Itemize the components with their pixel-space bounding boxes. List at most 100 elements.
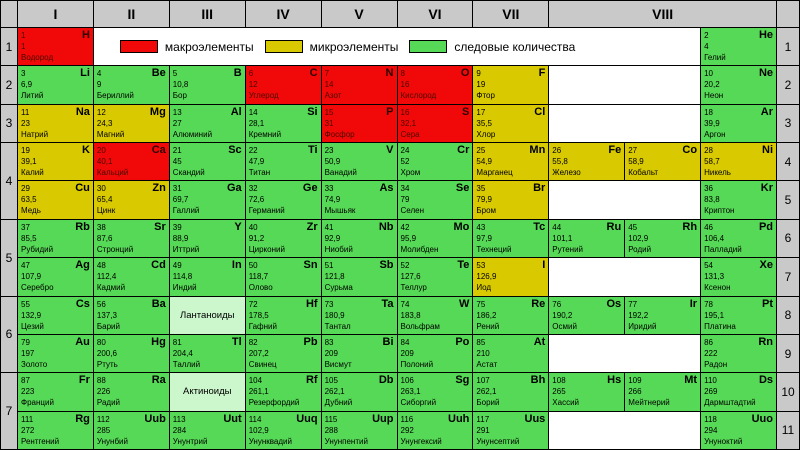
element-fr: 87 Fr 223 Франций	[18, 373, 93, 411]
corner-cell-left	[1, 1, 17, 27]
element-name: Технеций	[476, 244, 512, 254]
element-name: Франций	[21, 398, 54, 408]
element-name: Неон	[704, 91, 724, 101]
element-uub: 112 Uub 285 Унунбий	[93, 411, 169, 449]
atomic-mass: 88,9	[172, 233, 189, 243]
element-h: 1 H 1 Водород	[18, 28, 93, 66]
atomic-mass: 55,8	[552, 157, 568, 167]
element-symbol: Uuo	[751, 412, 773, 425]
element-ag: 47 Ag 107,9 Серебро	[18, 258, 93, 296]
element-topline: 76 Os	[552, 298, 621, 311]
element-f: 9 F 19 Фтор	[473, 66, 549, 104]
element-name: Барий	[96, 321, 120, 331]
element-topline: 42 Mo	[401, 221, 470, 234]
element-topline: 85 At	[476, 336, 545, 349]
element-topline: 12 Mg	[97, 106, 166, 119]
element-ti: 22 Ti 47,9 Титан	[245, 143, 321, 181]
element-topline: 22 Ti	[249, 144, 318, 157]
element-name: Радий	[96, 398, 121, 408]
atomic-number: 16	[400, 107, 410, 117]
element-name: Алюминий	[172, 129, 213, 139]
element-zn: 30 Zn 65,4 Цинк	[93, 181, 169, 219]
element-name: Иридий	[628, 321, 657, 331]
legend-item-trace: следовые количества	[409, 40, 575, 54]
element-symbol: C	[309, 67, 318, 80]
element-name: Теллур	[400, 283, 427, 293]
element-topline: 21 Sc	[173, 144, 242, 157]
element-topline: 32 Ge	[249, 182, 318, 195]
element-symbol: O	[460, 67, 470, 80]
element-symbol: Ra	[151, 374, 166, 387]
element-symbol: Pt	[762, 297, 773, 310]
element-topline: 23 V	[325, 144, 394, 157]
element-name: Ртуть	[96, 359, 118, 369]
element-symbol: Sb	[379, 259, 394, 272]
atomic-mass: 16	[400, 80, 410, 90]
element-sn: 50 Sn 118,7 Олово	[245, 258, 321, 296]
element-symbol: Rb	[75, 220, 90, 233]
atomic-number: 49	[172, 261, 182, 271]
element-symbol: Os	[606, 297, 622, 310]
atomic-mass: 127,6	[400, 272, 421, 282]
atomic-number: 20	[96, 146, 106, 156]
atomic-number: 81	[172, 337, 182, 347]
element-topline: 78 Pt	[704, 298, 773, 311]
atomic-number: 74	[400, 299, 410, 309]
element-name: Водород	[21, 53, 54, 62]
element-symbol: Sr	[154, 220, 166, 233]
element-as: 33 As 74,9 Мышьяк	[321, 181, 397, 219]
element-symbol: Uut	[223, 412, 242, 425]
column-header-V: V	[321, 1, 397, 27]
element-ir: 77 Ir 192,2 Иридий	[625, 296, 701, 334]
legend-swatch-micro	[264, 40, 303, 54]
element-br: 35 Br 79,9 Бром	[473, 181, 549, 219]
element-name: Кобальт	[628, 168, 659, 178]
atomic-mass: 137,3	[96, 310, 117, 320]
element-symbol: Zr	[306, 220, 318, 233]
atomic-number: 22	[248, 146, 258, 156]
atomic-mass: 118,7	[248, 272, 269, 282]
element-rf: 104 Rf 261,1 Резерфордий	[245, 373, 321, 411]
atomic-mass: 269	[704, 387, 718, 397]
element-topline: 47 Ag	[21, 259, 90, 272]
element-symbol: Se	[455, 182, 470, 195]
element-at: 85 At 210 Астат	[473, 334, 549, 373]
atomic-mass: 190,2	[552, 310, 573, 320]
element-topline: 84 Po	[401, 336, 470, 349]
atomic-mass: 9	[96, 80, 102, 90]
atomic-number: 24	[400, 146, 410, 156]
atomic-number: 23	[324, 146, 334, 156]
blank-cell	[549, 181, 701, 219]
element-name: Фтор	[476, 91, 495, 101]
element-ca: 20 Ca 40,1 Кальций	[93, 143, 169, 181]
atomic-number: 15	[324, 107, 334, 117]
atomic-number: 7	[324, 69, 330, 79]
element-n: 7 N 14 Азот	[321, 66, 397, 104]
element-name: Аргон	[704, 129, 726, 139]
atomic-mass: 183,8	[400, 310, 421, 320]
element-symbol: S	[462, 105, 470, 118]
atomic-number: 105	[324, 376, 338, 386]
atomic-mass: 63,5	[21, 195, 37, 205]
element-symbol: Rf	[305, 374, 318, 387]
blank-cell	[549, 104, 701, 143]
element-ra: 88 Ra 226 Радий	[93, 373, 169, 411]
element-topline: 2 He	[704, 29, 773, 42]
element-symbol: Rn	[758, 335, 773, 348]
atomic-mass: 45	[172, 157, 182, 167]
atomic-mass: 222	[704, 348, 718, 358]
atomic-mass: 102,9	[628, 233, 649, 243]
element-name: Скандий	[172, 168, 205, 178]
element-symbol: Mg	[149, 105, 166, 118]
element-s: 16 S 32,1 Сера	[397, 104, 473, 143]
atomic-number: 43	[476, 222, 486, 232]
legend-swatch-macro	[119, 40, 158, 54]
element-symbol: Re	[531, 297, 546, 310]
element-topline: 116 Uuh	[401, 413, 470, 426]
element-ba: 56 Ba 137,3 Барий	[93, 296, 169, 334]
element-symbol: As	[379, 182, 394, 195]
element-symbol: Uuh	[448, 412, 470, 425]
